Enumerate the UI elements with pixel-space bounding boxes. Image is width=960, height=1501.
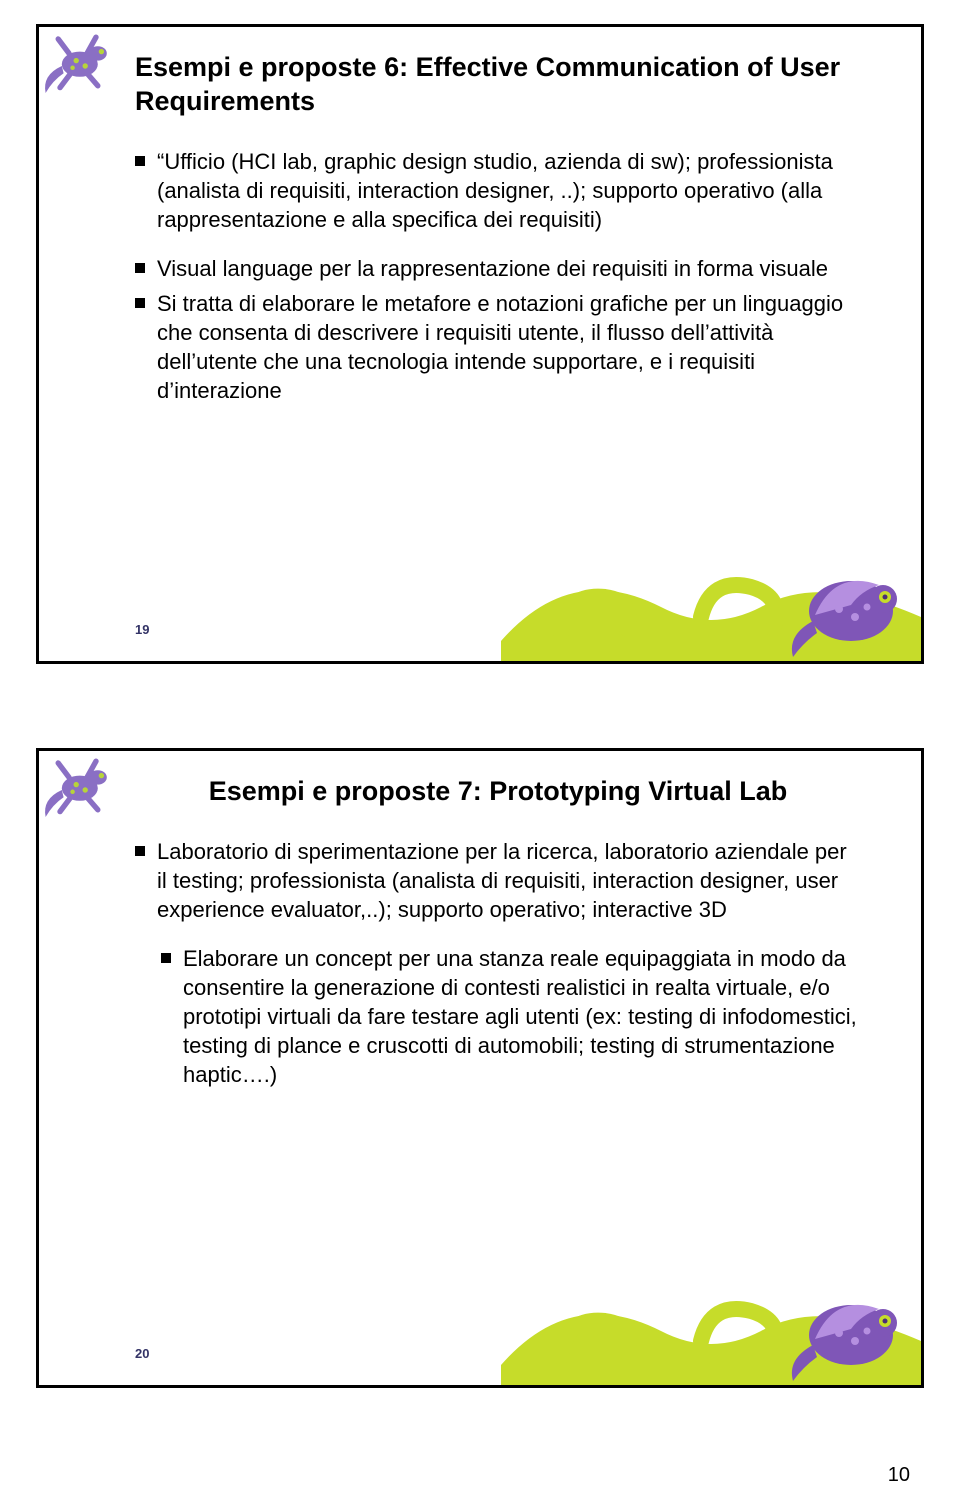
page: Esempi e proposte 6: Effective Communica… <box>0 0 960 1501</box>
list-item: Si tratta di elaborare le metafore e not… <box>135 289 861 405</box>
slide-number: 20 <box>135 1346 149 1361</box>
swirl-chameleon-icon <box>501 1245 921 1385</box>
sub-bullet-list: Visual language per la rappresentazione … <box>135 254 861 405</box>
swirl-chameleon-icon <box>501 521 921 661</box>
bullet-list: “Ufficio (HCI lab, graphic design studio… <box>135 147 861 234</box>
sub-bullet-list: Elaborare un concept per una stanza real… <box>161 944 861 1089</box>
slide-20: Esempi e proposte 7: Prototyping Virtual… <box>36 748 924 1388</box>
slide-title: Esempi e proposte 7: Prototyping Virtual… <box>135 775 861 809</box>
bullet-list: Laboratorio di sperimentazione per la ri… <box>135 837 861 924</box>
slide-content: Esempi e proposte 7: Prototyping Virtual… <box>39 751 921 1115</box>
slide-content: Esempi e proposte 6: Effective Communica… <box>39 27 921 431</box>
list-item: Visual language per la rappresentazione … <box>135 254 861 283</box>
slide-19: Esempi e proposte 6: Effective Communica… <box>36 24 924 664</box>
list-item: Laboratorio di sperimentazione per la ri… <box>135 837 861 924</box>
slide-title: Esempi e proposte 6: Effective Communica… <box>135 51 861 119</box>
slide-number: 19 <box>135 622 149 637</box>
list-item: “Ufficio (HCI lab, graphic design studio… <box>135 147 861 234</box>
page-number: 10 <box>888 1464 910 1487</box>
list-item: Elaborare un concept per una stanza real… <box>161 944 861 1089</box>
